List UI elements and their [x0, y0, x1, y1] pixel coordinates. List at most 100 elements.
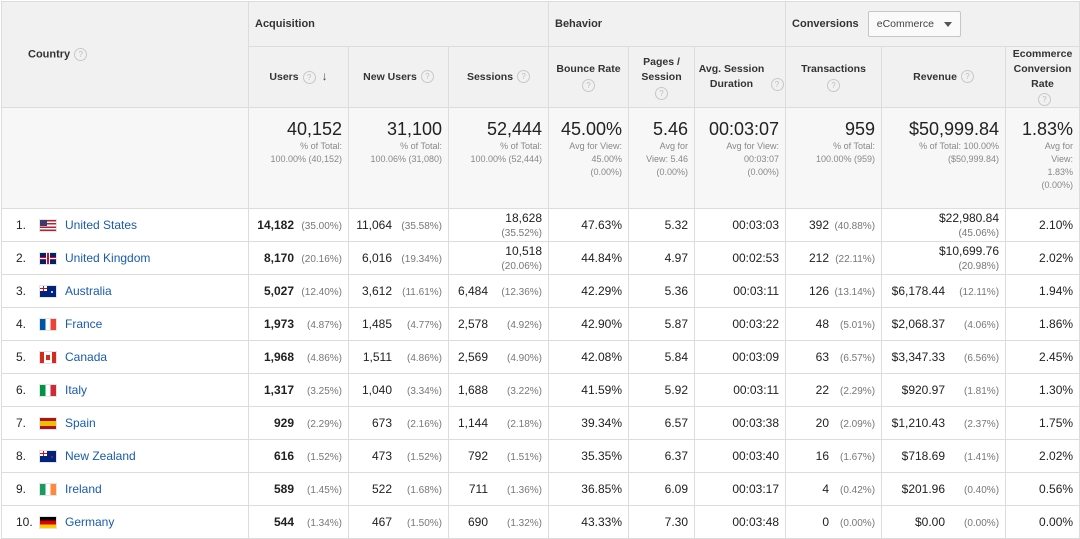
sessions-percent: (4.90%)	[506, 353, 542, 364]
ecommerce-conversion-rate-header-label: Ecommerce Conversion Rate	[1012, 48, 1073, 90]
revenue-total: $50,999.84 % of Total: 100.00% ($50,999.84…	[881, 107, 1007, 209]
transactions-cell: 212 (22.11%)	[785, 241, 883, 275]
help-icon[interactable]: ?	[655, 86, 668, 100]
conversions-type-dropdown[interactable]: eCommerce	[867, 11, 961, 37]
revenue-cell: $10,699.76 (20.98%)	[881, 241, 1007, 275]
help-icon[interactable]: ?	[420, 70, 434, 84]
users-cell: 544 (1.34%)	[248, 505, 349, 539]
help-icon[interactable]: ?	[770, 77, 784, 91]
transactions-percent: (1.67%)	[840, 452, 876, 463]
country-link[interactable]: Germany	[65, 515, 115, 529]
sessions-percent: (1.32%)	[506, 518, 542, 529]
avg-duration-cell: 00:03:03	[693, 208, 787, 242]
country-link[interactable]: United States	[65, 218, 138, 232]
country-link[interactable]: Canada	[65, 350, 108, 364]
ecommerce-rate-cell: 1.86%	[1005, 307, 1080, 341]
new-users-percent: (19.34%)	[401, 254, 442, 265]
country-flag-icon	[40, 319, 56, 331]
ecom-rate-total-sub: 1.83%	[1047, 167, 1074, 177]
revenue-value: $6,178.44	[891, 284, 946, 298]
new-users-cell: 522 (1.68%)	[348, 472, 449, 506]
sessions-percent: (1.51%)	[506, 452, 542, 463]
bounce-rate-column-header[interactable]: Bounce Rate?	[548, 46, 629, 108]
help-icon[interactable]: ?	[582, 79, 595, 92]
revenue-cell: $920.97 (1.81%)	[881, 373, 1007, 407]
users-percent: (4.86%)	[306, 353, 342, 364]
users-column-header[interactable]: Users? ↓	[248, 46, 349, 108]
behavior-group-header: Behavior	[547, 1, 787, 47]
pages-session-total-sub: Avg for	[659, 141, 688, 151]
country-cell: 10. Germany	[1, 505, 249, 539]
help-icon[interactable]: ?	[302, 70, 316, 84]
chevron-down-icon	[943, 21, 952, 27]
revenue-cell: $718.69 (1.41%)	[881, 439, 1007, 473]
sessions-percent: (1.36%)	[506, 485, 542, 496]
sessions-cell: 18,628 (35.52%)	[448, 208, 549, 242]
new-users-column-header[interactable]: New Users?	[348, 46, 449, 108]
avg-duration-cell: 00:03:22	[693, 307, 787, 341]
totals-row: 40,152 % of Total: 100.00% (40,152) 31,100…	[1, 107, 1080, 209]
ecom-rate-total-sub: Avg for	[1044, 141, 1074, 151]
country-link[interactable]: Spain	[65, 416, 96, 430]
users-value: 929	[273, 416, 294, 430]
sessions-percent: (4.92%)	[506, 320, 542, 331]
avg-duration-cell: 00:03:11	[693, 274, 787, 308]
country-link[interactable]: United Kingdom	[65, 251, 151, 265]
sessions-cell: 792 (1.51%)	[448, 439, 549, 473]
pages-session-cell: 5.32	[628, 208, 695, 242]
help-icon[interactable]: ?	[960, 70, 974, 84]
totals-label-cell	[1, 107, 249, 209]
ecommerce-conversion-rate-column-header[interactable]: Ecommerce Conversion Rate?	[1005, 46, 1080, 108]
country-flag-icon	[40, 253, 56, 265]
users-value: 1,317	[263, 383, 294, 397]
sessions-value: 2,578	[457, 317, 488, 331]
country-link[interactable]: Italy	[65, 383, 88, 397]
avg-duration-cell: 00:03:48	[693, 505, 787, 539]
new-users-value: 11,064	[356, 218, 392, 232]
table-row: 4. France 1,973 (4.87%) 1,485 (4.77%) 2,578…	[1, 307, 1080, 341]
bounce-rate-cell: 36.85%	[548, 472, 629, 506]
bounce-rate-cell: 42.29%	[548, 274, 629, 308]
revenue-value: $22,980.84	[938, 211, 1000, 225]
country-link[interactable]: France	[65, 317, 103, 331]
help-icon[interactable]: ?	[74, 48, 88, 61]
sessions-column-header[interactable]: Sessions?	[448, 46, 549, 108]
help-icon[interactable]: ?	[1038, 92, 1052, 106]
sessions-total-value: 52,444	[486, 119, 542, 139]
users-percent: (4.87%)	[306, 320, 342, 331]
sessions-cell: 2,578 (4.92%)	[448, 307, 549, 341]
new-users-percent: (1.50%)	[406, 518, 442, 529]
country-link[interactable]: Ireland	[65, 482, 102, 496]
avg-session-duration-header-label: Avg. Session Duration	[698, 63, 765, 90]
avg-session-duration-column-header[interactable]: Avg. Session Duration?	[693, 46, 787, 108]
table-row: 1. United States 14,182 (35.00%) 11,064 (35…	[1, 208, 1080, 242]
help-icon[interactable]: ?	[517, 70, 531, 84]
bounce-rate-cell: 35.35%	[548, 439, 629, 473]
sessions-cell: 1,688 (3.22%)	[448, 373, 549, 407]
sessions-cell: 10,518 (20.06%)	[448, 241, 549, 275]
users-cell: 929 (2.29%)	[248, 406, 349, 440]
revenue-percent: (1.41%)	[964, 452, 1000, 463]
revenue-total-sub: % of Total: 100.00%	[919, 141, 1000, 151]
new-users-total: 31,100 % of Total: 100.06% (31,080)	[348, 107, 449, 209]
new-users-total-sub: % of Total:	[400, 141, 442, 151]
bounce-rate-total-value: 45.00%	[560, 119, 622, 139]
country-column-header[interactable]: Country?	[1, 1, 249, 108]
pages-session-cell: 4.97	[628, 241, 695, 275]
pages-session-column-header[interactable]: Pages / Session?	[628, 46, 695, 108]
revenue-column-header[interactable]: Revenue?	[881, 46, 1007, 108]
country-flag-icon	[40, 484, 56, 496]
transactions-column-header[interactable]: Transactions?	[785, 46, 883, 108]
country-link[interactable]: New Zealand	[65, 449, 136, 463]
country-link[interactable]: Australia	[65, 284, 112, 298]
revenue-percent: (45.06%)	[958, 228, 1000, 239]
avg-duration-cell: 00:03:09	[693, 340, 787, 374]
help-icon[interactable]: ?	[827, 79, 841, 92]
new-users-percent: (35.58%)	[401, 221, 442, 232]
revenue-value: $1,210.43	[891, 416, 946, 430]
sort-descending-icon: ↓	[321, 69, 328, 83]
users-cell: 1,968 (4.86%)	[248, 340, 349, 374]
users-percent: (35.00%)	[301, 221, 342, 232]
users-header-label: Users	[269, 71, 299, 83]
